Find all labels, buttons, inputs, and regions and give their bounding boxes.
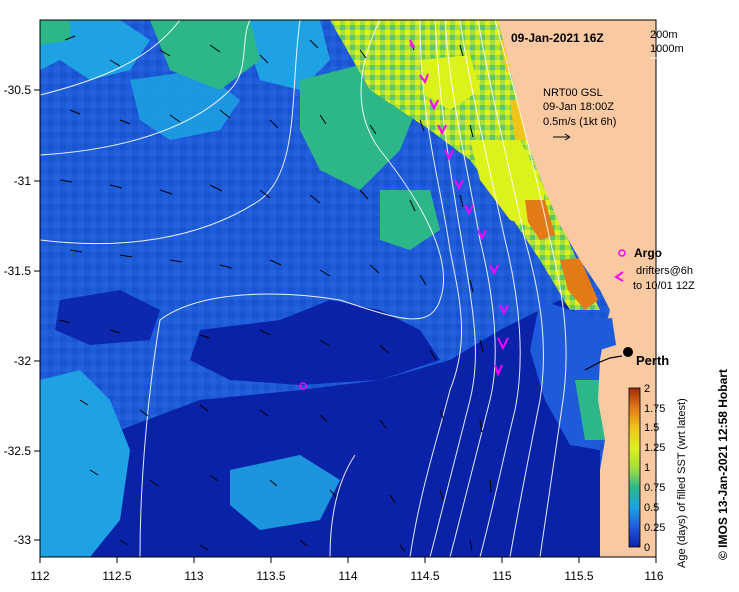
x-tick-label: 113 bbox=[184, 569, 203, 583]
argo-float-marker bbox=[299, 382, 307, 390]
colorbar-tick-label: 1 bbox=[644, 462, 650, 474]
current-source-label: NRT00 GSL bbox=[543, 87, 603, 99]
drifter-legend-label-2: to 10/01 12Z bbox=[633, 280, 695, 292]
x-tick-label: 112.5 bbox=[102, 569, 131, 583]
current-vectors bbox=[59, 35, 492, 553]
x-tick-label: 113.5 bbox=[256, 569, 285, 583]
x-tick-label: 115.5 bbox=[564, 569, 593, 583]
x-tick-label: 114.5 bbox=[410, 569, 439, 583]
y-tick-label: -31.5 bbox=[4, 264, 32, 278]
drifter-legend-label-1: drifters@6h bbox=[636, 265, 693, 277]
city-label-perth: Perth bbox=[636, 353, 669, 368]
y-tick-label: -32 bbox=[14, 354, 32, 368]
argo-legend-icon bbox=[618, 249, 626, 257]
colorbar-ticks: 0 0.25 0.5 0.75 1 1.25 1.5 1.75 2 bbox=[644, 383, 665, 554]
bathymetry-contours bbox=[40, 20, 567, 557]
y-tick-label: -33 bbox=[14, 533, 32, 547]
y-axis-ticks bbox=[34, 89, 40, 541]
credit-text: © IMOS 13-Jan-2021 12:58 Hobart bbox=[716, 369, 730, 560]
x-tick-label: 114 bbox=[338, 569, 357, 583]
depth-legend-200m: 200m bbox=[650, 29, 678, 41]
map-plot-area bbox=[40, 20, 656, 557]
current-scale-arrow-icon bbox=[553, 133, 571, 141]
x-tick-label: 116 bbox=[644, 569, 663, 583]
argo-legend-label: Argo bbox=[634, 246, 662, 260]
x-tick-label: 112 bbox=[30, 569, 49, 583]
current-time-label: 09-Jan 18:00Z bbox=[543, 101, 614, 113]
colorbar-tick-label: 1.75 bbox=[644, 403, 665, 415]
colorbar-tick-label: 1.5 bbox=[644, 422, 659, 434]
x-tick-label: 115 bbox=[492, 569, 511, 583]
x-axis-ticks bbox=[39, 557, 657, 563]
y-tick-label: -31 bbox=[14, 174, 32, 188]
map-date-title: 09-Jan-2021 16Z bbox=[511, 31, 604, 45]
drifter-legend-icon bbox=[614, 271, 624, 282]
y-axis-labels: -30.5 -31 -31.5 -32 -32.5 -33 bbox=[4, 83, 32, 547]
colorbar-title: Age (days) of filled SST (wrt latest) bbox=[676, 398, 688, 568]
x-axis-labels: 112 112.5 113 113.5 114 114.5 115 115.5 … bbox=[30, 569, 663, 583]
colorbar-tick-label: 2 bbox=[644, 383, 650, 395]
colorbar-tick-label: 0 bbox=[644, 542, 650, 554]
current-scale-label: 0.5m/s (1kt 6h) bbox=[543, 116, 616, 128]
y-tick-label: -32.5 bbox=[4, 444, 32, 458]
depth-legend-1000m: 1000m bbox=[650, 43, 684, 55]
colorbar-tick-label: 1.25 bbox=[644, 442, 665, 454]
colorbar-tick-label: 0.5 bbox=[644, 502, 659, 514]
drifter-tracks bbox=[409, 39, 509, 377]
perth-marker bbox=[584, 347, 633, 371]
y-tick-label: -30.5 bbox=[4, 83, 32, 97]
colorbar bbox=[628, 387, 641, 548]
colorbar-tick-label: 0.25 bbox=[644, 522, 665, 534]
colorbar-tick-label: 0.75 bbox=[644, 482, 665, 494]
